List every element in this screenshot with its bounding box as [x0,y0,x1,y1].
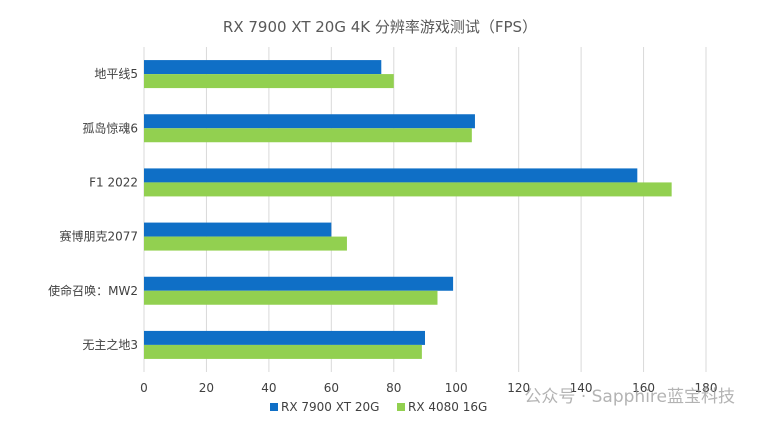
x-tick-label: 100 [445,381,468,395]
bar [144,74,394,89]
x-tick-label: 0 [140,381,148,395]
watermark: 公众号 · Sapphire蓝宝科技 [524,387,735,407]
category-labels: 地平线5 孤岛惊魂6 F1 2022 赛博朋克2077 使命召唤：MW2 无主之地3 [48,67,138,352]
bar [144,236,347,251]
bar [144,128,472,143]
category-label: F1 2022 [89,175,138,189]
category-label: 赛博朋克2077 [59,229,138,244]
bar [144,60,382,75]
category-label: 无主之地3 [82,338,138,352]
bar [144,114,475,129]
bar [144,290,438,305]
x-tick-label: 80 [386,381,401,395]
legend-label: RX 4080 16G [408,400,487,414]
bar [144,182,672,197]
x-tick-labels: 0 20 40 60 80 100 120 140 160 180 [140,381,717,395]
bars [144,60,672,359]
x-tick-label: 140 [570,381,593,395]
chart-title: RX 7900 XT 20G 4K 分辨率游戏测试（FPS） [223,18,537,36]
category-label: 地平线5 [94,67,138,81]
bar [144,344,422,359]
x-tick-label: 60 [324,381,339,395]
x-tick-label: 120 [507,381,530,395]
bar [144,222,332,237]
x-tick-label: 160 [632,381,655,395]
x-tick-label: 40 [261,381,276,395]
bar [144,276,454,291]
legend: RX 7900 XT 20G RX 4080 16G [270,400,487,414]
legend-swatch [270,403,278,411]
x-tick-label: 180 [695,381,718,395]
legend-label: RX 7900 XT 20G [281,400,379,414]
bar [144,330,425,345]
category-label: 使命召唤：MW2 [48,283,138,298]
legend-swatch [397,403,405,411]
x-tick-label: 20 [199,381,214,395]
category-label: 孤岛惊魂6 [82,120,138,135]
bar [144,168,638,183]
grid-lines [143,47,707,372]
